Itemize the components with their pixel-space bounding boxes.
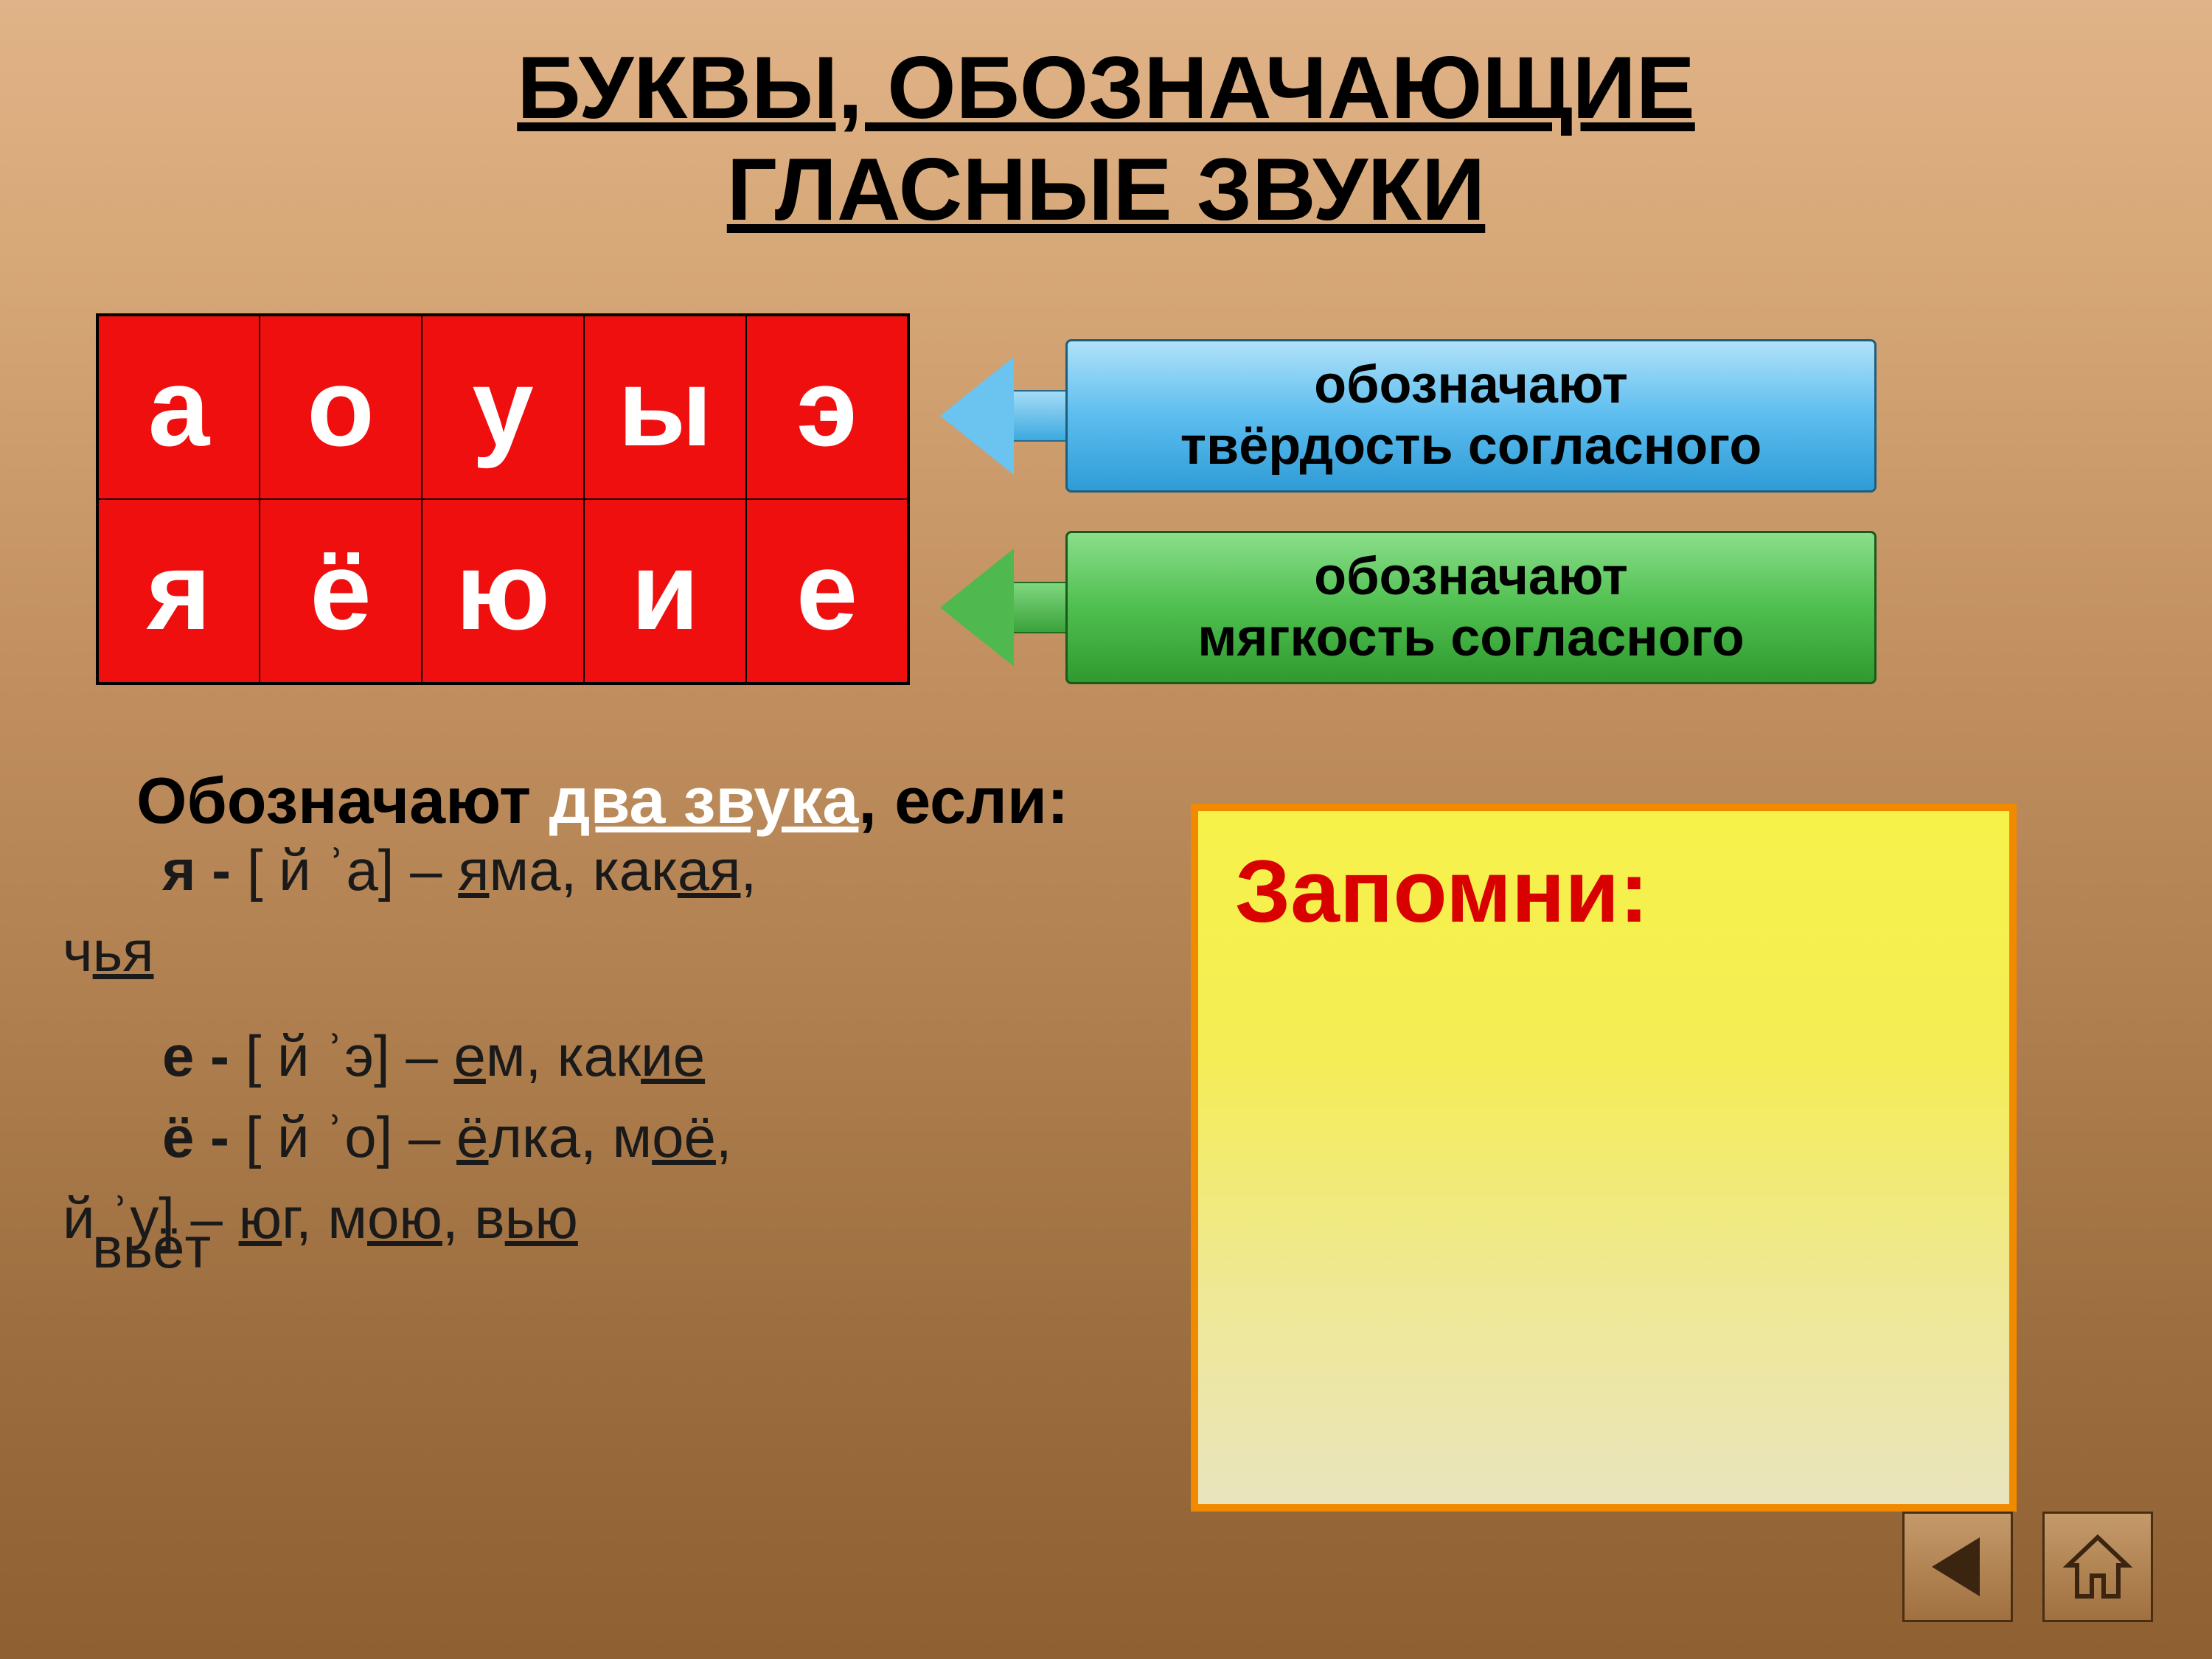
- callout-hard-box: обозначают твёрдость согласного: [1065, 339, 1877, 493]
- rule-e-t1: м, как: [486, 1023, 641, 1088]
- rule-ya-t1: ма, как: [489, 838, 677, 902]
- arrow-left-icon: [940, 549, 1014, 667]
- callout-soft-box: обозначают мягкость согласного: [1065, 531, 1877, 684]
- vowel-cell: е: [746, 499, 908, 684]
- triangle-left-icon: [1921, 1530, 1994, 1604]
- remember-title: Запомни:: [1235, 841, 1972, 942]
- table-row: а о у ы э: [97, 315, 908, 499]
- table-row: я ё ю и е: [97, 499, 908, 684]
- rules-block: я - [ й ʾа] – яма, какая, чья е - [ й ʾэ…: [63, 841, 1132, 1269]
- two-sound-highlight: два звука: [549, 764, 859, 837]
- arrow-left-icon: [940, 357, 1014, 475]
- vowel-table: а о у ы э я ё ю и е: [96, 313, 910, 685]
- nav-buttons: [1902, 1512, 2153, 1622]
- vowel-cell: ё: [260, 499, 422, 684]
- vowel-cell: о: [260, 315, 422, 499]
- rule-yu-u1: ю: [239, 1186, 282, 1251]
- rule-yo-u1: ё: [456, 1105, 488, 1169]
- rule-yu-overlap: вьёт: [92, 1218, 211, 1279]
- rule-e-phon: [ й ʾэ] –: [246, 1023, 454, 1088]
- rule-yo-t1: лка, м: [488, 1105, 652, 1169]
- rule-ya-phon: [ й ʾа] –: [247, 838, 458, 902]
- home-icon: [2061, 1530, 2135, 1604]
- rule-yo-phon: [ й ʾо] –: [246, 1105, 456, 1169]
- callout-hard-line1: обозначают: [1314, 355, 1628, 414]
- page-title: БУКВЫ, ОБОЗНАЧАЮЩИЕ ГЛАСНЫЕ ЗВУКИ: [0, 37, 2212, 240]
- rule-ya-cont-pre: ч: [63, 919, 93, 984]
- rule-e-u2: ие: [641, 1023, 705, 1088]
- home-button[interactable]: [2042, 1512, 2153, 1622]
- vowel-cell: ы: [584, 315, 746, 499]
- rule-yo-u2: оё: [652, 1105, 716, 1169]
- vowel-cell: ю: [422, 499, 584, 684]
- callout-soft: обозначают мягкость согласного: [940, 531, 1877, 684]
- rule-yu-u3: ью: [505, 1186, 578, 1251]
- arrow-stem: [1014, 582, 1065, 633]
- rule-e-lead: е -: [162, 1023, 246, 1088]
- rule-ya-lead: я -: [162, 838, 247, 902]
- arrow-stem: [1014, 390, 1065, 442]
- callout-hard: обозначают твёрдость согласного: [940, 339, 1877, 493]
- rule-yo: ё - [ й ʾо] – ёлка, моё,: [63, 1107, 1132, 1168]
- rule-yu-t1: г, м: [282, 1186, 367, 1251]
- rule-ya-cont: чья: [63, 922, 1132, 982]
- rule-ya: я - [ й ʾа] – яма, какая,: [63, 841, 1132, 901]
- back-button[interactable]: [1902, 1512, 2013, 1622]
- rule-yu-t2: , в: [442, 1186, 505, 1251]
- vowel-cell: а: [97, 315, 260, 499]
- vowel-cell: и: [584, 499, 746, 684]
- rule-ya-t2: ,: [740, 838, 757, 902]
- slide: БУКВЫ, ОБОЗНАЧАЮЩИЕ ГЛАСНЫЕ ЗВУКИ а о у …: [0, 0, 2212, 1659]
- rule-yo-t2: ,: [716, 1105, 732, 1169]
- rule-yu: й ʾу] – юг, мою, вью вьёт: [63, 1189, 1132, 1249]
- vowel-cell: э: [746, 315, 908, 499]
- two-sound-heading: Обозначают два звука, если:: [136, 763, 1068, 838]
- two-sound-suffix: , если:: [858, 764, 1068, 837]
- callout-soft-line1: обозначают: [1314, 547, 1628, 606]
- remember-box: Запомни:: [1191, 804, 2017, 1512]
- rule-ya-u1: я: [458, 838, 489, 902]
- vowel-cell: я: [97, 499, 260, 684]
- callout-soft-line2: мягкость согласного: [1197, 608, 1744, 667]
- rule-ya-u2: ая: [678, 838, 741, 902]
- title-line2: ГЛАСНЫЕ ЗВУКИ: [727, 140, 1486, 239]
- rule-e: е - [ й ʾэ] – ем, какие: [63, 1026, 1132, 1087]
- rule-e-u1: е: [453, 1023, 485, 1088]
- rule-ya-cont-u: ья: [93, 919, 154, 984]
- two-sound-prefix: Обозначают: [136, 764, 549, 837]
- vowel-cell: у: [422, 315, 584, 499]
- rule-yu-u2: ою: [367, 1186, 442, 1251]
- callout-hard-line2: твёрдость согласного: [1180, 417, 1762, 476]
- title-line1: БУКВЫ, ОБОЗНАЧАЮЩИЕ: [517, 38, 1695, 137]
- rule-yo-lead: ё -: [162, 1105, 246, 1169]
